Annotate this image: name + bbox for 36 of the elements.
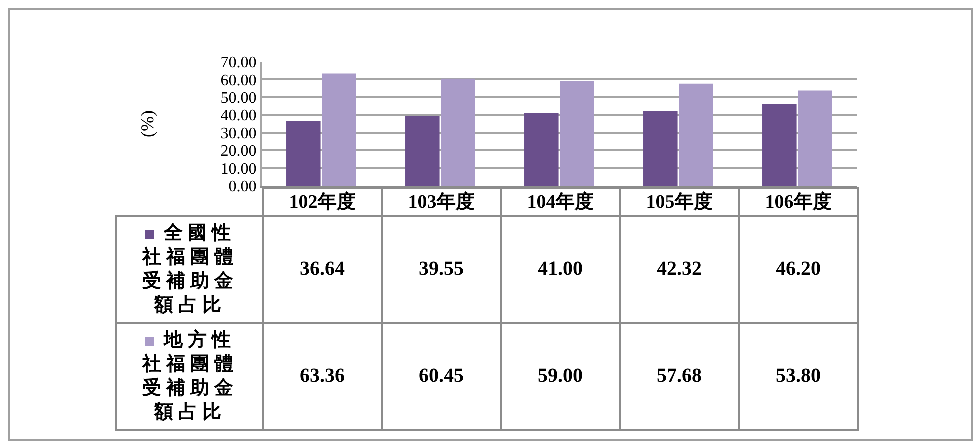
data-label: 59.00 — [501, 323, 620, 430]
y-tick-label: 60.00 — [220, 72, 257, 90]
data-label: 42.32 — [620, 216, 739, 323]
legend-label: 全國性社福團體受補助金額占比 — [142, 222, 238, 316]
data-label: 60.45 — [382, 323, 501, 430]
bar — [644, 111, 678, 186]
bar — [798, 90, 832, 186]
data-label: 41.00 — [501, 216, 620, 323]
x-tick-label: 104年度 — [501, 188, 620, 216]
data-label: 36.64 — [263, 216, 382, 323]
data-label: 39.55 — [382, 216, 501, 323]
y-tick-label: 70.00 — [220, 54, 257, 72]
bar — [524, 113, 559, 186]
y-axis-title: (%) — [138, 110, 158, 138]
x-tick-label: 103年度 — [382, 188, 501, 216]
x-tick-label: 102年度 — [263, 188, 382, 216]
bar — [679, 84, 714, 186]
bar — [762, 104, 797, 186]
y-tick-label: 50.00 — [220, 90, 257, 108]
data-label: 46.20 — [739, 216, 858, 323]
data-label: 63.36 — [263, 323, 382, 430]
y-tick-label: 20.00 — [220, 143, 257, 160]
y-tick-label: 30.00 — [220, 125, 257, 142]
bar — [322, 74, 356, 186]
y-tick-label: 0.00 — [228, 178, 257, 196]
data-label: 57.68 — [620, 323, 739, 430]
x-tick-label: 106年度 — [739, 188, 858, 216]
bar — [406, 116, 440, 186]
y-tick-label: 10.00 — [220, 160, 257, 178]
bar — [286, 121, 321, 186]
y-tick-label: 40.00 — [220, 108, 257, 125]
data-label: 53.80 — [739, 323, 858, 430]
x-tick-label: 105年度 — [620, 188, 739, 216]
bar — [560, 81, 594, 186]
legend-label: 地方性社福團體受補助金額占比 — [142, 330, 238, 422]
bar — [441, 78, 476, 186]
